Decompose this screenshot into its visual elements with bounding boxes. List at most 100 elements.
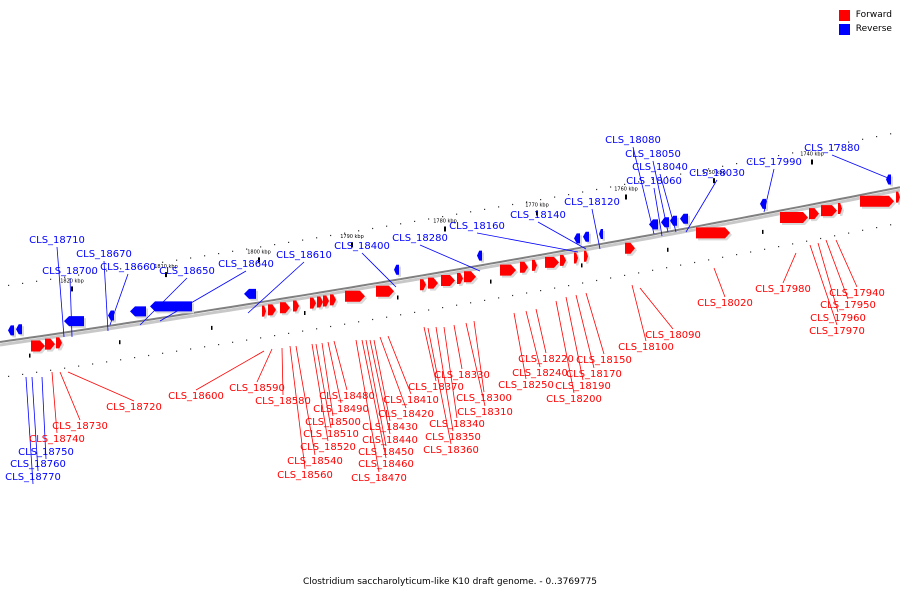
upper-track-dot [778,155,780,157]
lower-track-dot [736,254,738,256]
lower-track-dot [456,304,458,306]
forward-swatch [838,9,850,21]
forward-leader-line [327,341,342,404]
lower-track-dot [876,227,878,229]
backbone-shadow [0,188,900,347]
reverse-leader-line [685,179,718,233]
forward-gene-label: CLS_18370 [408,382,464,393]
forward-leader-line [525,310,541,368]
scale-label: 1750 kbp [702,170,726,176]
reverse-gene-label: CLS_18400 [334,241,390,252]
lower-track-dot [652,269,654,271]
reverse-leader-line [763,168,775,213]
lower-track-dot [862,229,864,231]
upper-track-dot [722,165,724,167]
minor-tick [397,295,399,300]
upper-track-dot [176,259,178,261]
lower-track-dot [218,344,220,346]
forward-gene-label: CLS_18220 [518,354,574,365]
forward-gene-label: CLS_18430 [362,422,418,433]
forward-leader-line [289,345,306,470]
forward-gene-arrow [293,300,299,312]
forward-leader-line [195,350,265,391]
forward-gene-arrow [696,227,730,239]
lower-track-dot [666,267,668,269]
reverse-gene-label: CLS_18040 [632,162,688,173]
scale-tick [71,286,73,292]
upper-track-dot [316,237,318,239]
reverse-leader-line [103,260,109,332]
forward-leader-line [555,300,575,394]
forward-gene-arrow [532,259,537,271]
upper-track-dot [92,272,94,274]
forward-gene-arrow [560,254,566,266]
reverse-gene-arrow [760,198,766,209]
forward-gene-label: CLS_18470 [351,473,407,484]
lower-track-dot [624,274,626,276]
lower-track-dot [190,348,192,350]
upper-track-dot [274,244,276,246]
forward-gene-label: CLS_18250 [498,380,554,391]
forward-gene-arrow [809,208,819,220]
forward-gene-arrow [31,340,45,352]
lower-track-dot [120,359,122,361]
legend-forward: Forward [838,8,892,22]
forward-gene-arrow [310,297,316,309]
lower-track-dot [260,337,262,339]
reverse-gene-arrow [64,316,84,327]
upper-track-dot [190,257,192,259]
forward-gene-label: CLS_18480 [319,391,375,402]
forward-gene-arrow [625,242,635,254]
lower-track-dot [568,285,570,287]
upper-track-dot [554,196,556,198]
upper-track-dot [386,225,388,227]
forward-gene-arrow [520,261,528,273]
lower-track-dot [50,369,52,371]
scale-label: 1810 kbp [154,264,178,270]
minor-tick [29,353,31,358]
forward-gene-label: CLS_18600 [168,391,224,402]
lower-track-dot [554,287,556,289]
reverse-leader-line [56,246,65,338]
scale-label: 1790 kbp [340,234,364,240]
forward-gene-label: CLS_18490 [313,404,369,415]
lower-track-dot [806,240,808,242]
upper-track-dot [834,144,836,146]
lower-track-dot [274,335,276,337]
forward-gene-arrow [330,294,336,306]
forward-gene-label: CLS_18540 [287,456,343,467]
lower-track-dot [302,330,304,332]
upper-track-dot [232,250,234,252]
lower-track-dot [470,302,472,304]
upper-track-dot [134,266,136,268]
upper-track-dot [638,181,640,183]
reverse-gene-label: CLS_17880 [804,143,860,154]
reverse-leader-line [653,187,663,237]
upper-track-dot [36,280,38,282]
forward-gene-label: CLS_18150 [576,355,632,366]
reverse-gene-label: CLS_17990 [746,157,802,168]
forward-gene-label: CLS_18420 [378,409,434,420]
lower-track-dot [512,294,514,297]
forward-leader-line [782,252,797,284]
lower-track-dot [582,282,584,284]
forward-leader-line [295,345,316,456]
forward-leader-line [59,371,81,421]
reverse-leader-line [139,277,188,326]
reverse-gene-label: CLS_18060 [626,176,682,187]
forward-leader-line [465,322,486,407]
scale-label: 1820 kbp [60,278,84,284]
forward-gene-arrow [441,275,455,287]
forward-leader-line [565,296,584,381]
upper-track-dot [582,191,584,193]
minor-tick [211,325,213,330]
forward-gene-label: CLS_18730 [52,421,108,432]
lower-track-dot [484,299,486,301]
scale-label: 1740 kbp [800,152,824,158]
upper-track-dot [596,188,598,191]
reverse-gene-arrow [16,324,22,335]
upper-track-dot [344,232,346,234]
forward-gene-label: CLS_18520 [300,442,356,453]
forward-gene-label: CLS_17960 [810,313,866,324]
lower-track-dot [778,246,780,248]
